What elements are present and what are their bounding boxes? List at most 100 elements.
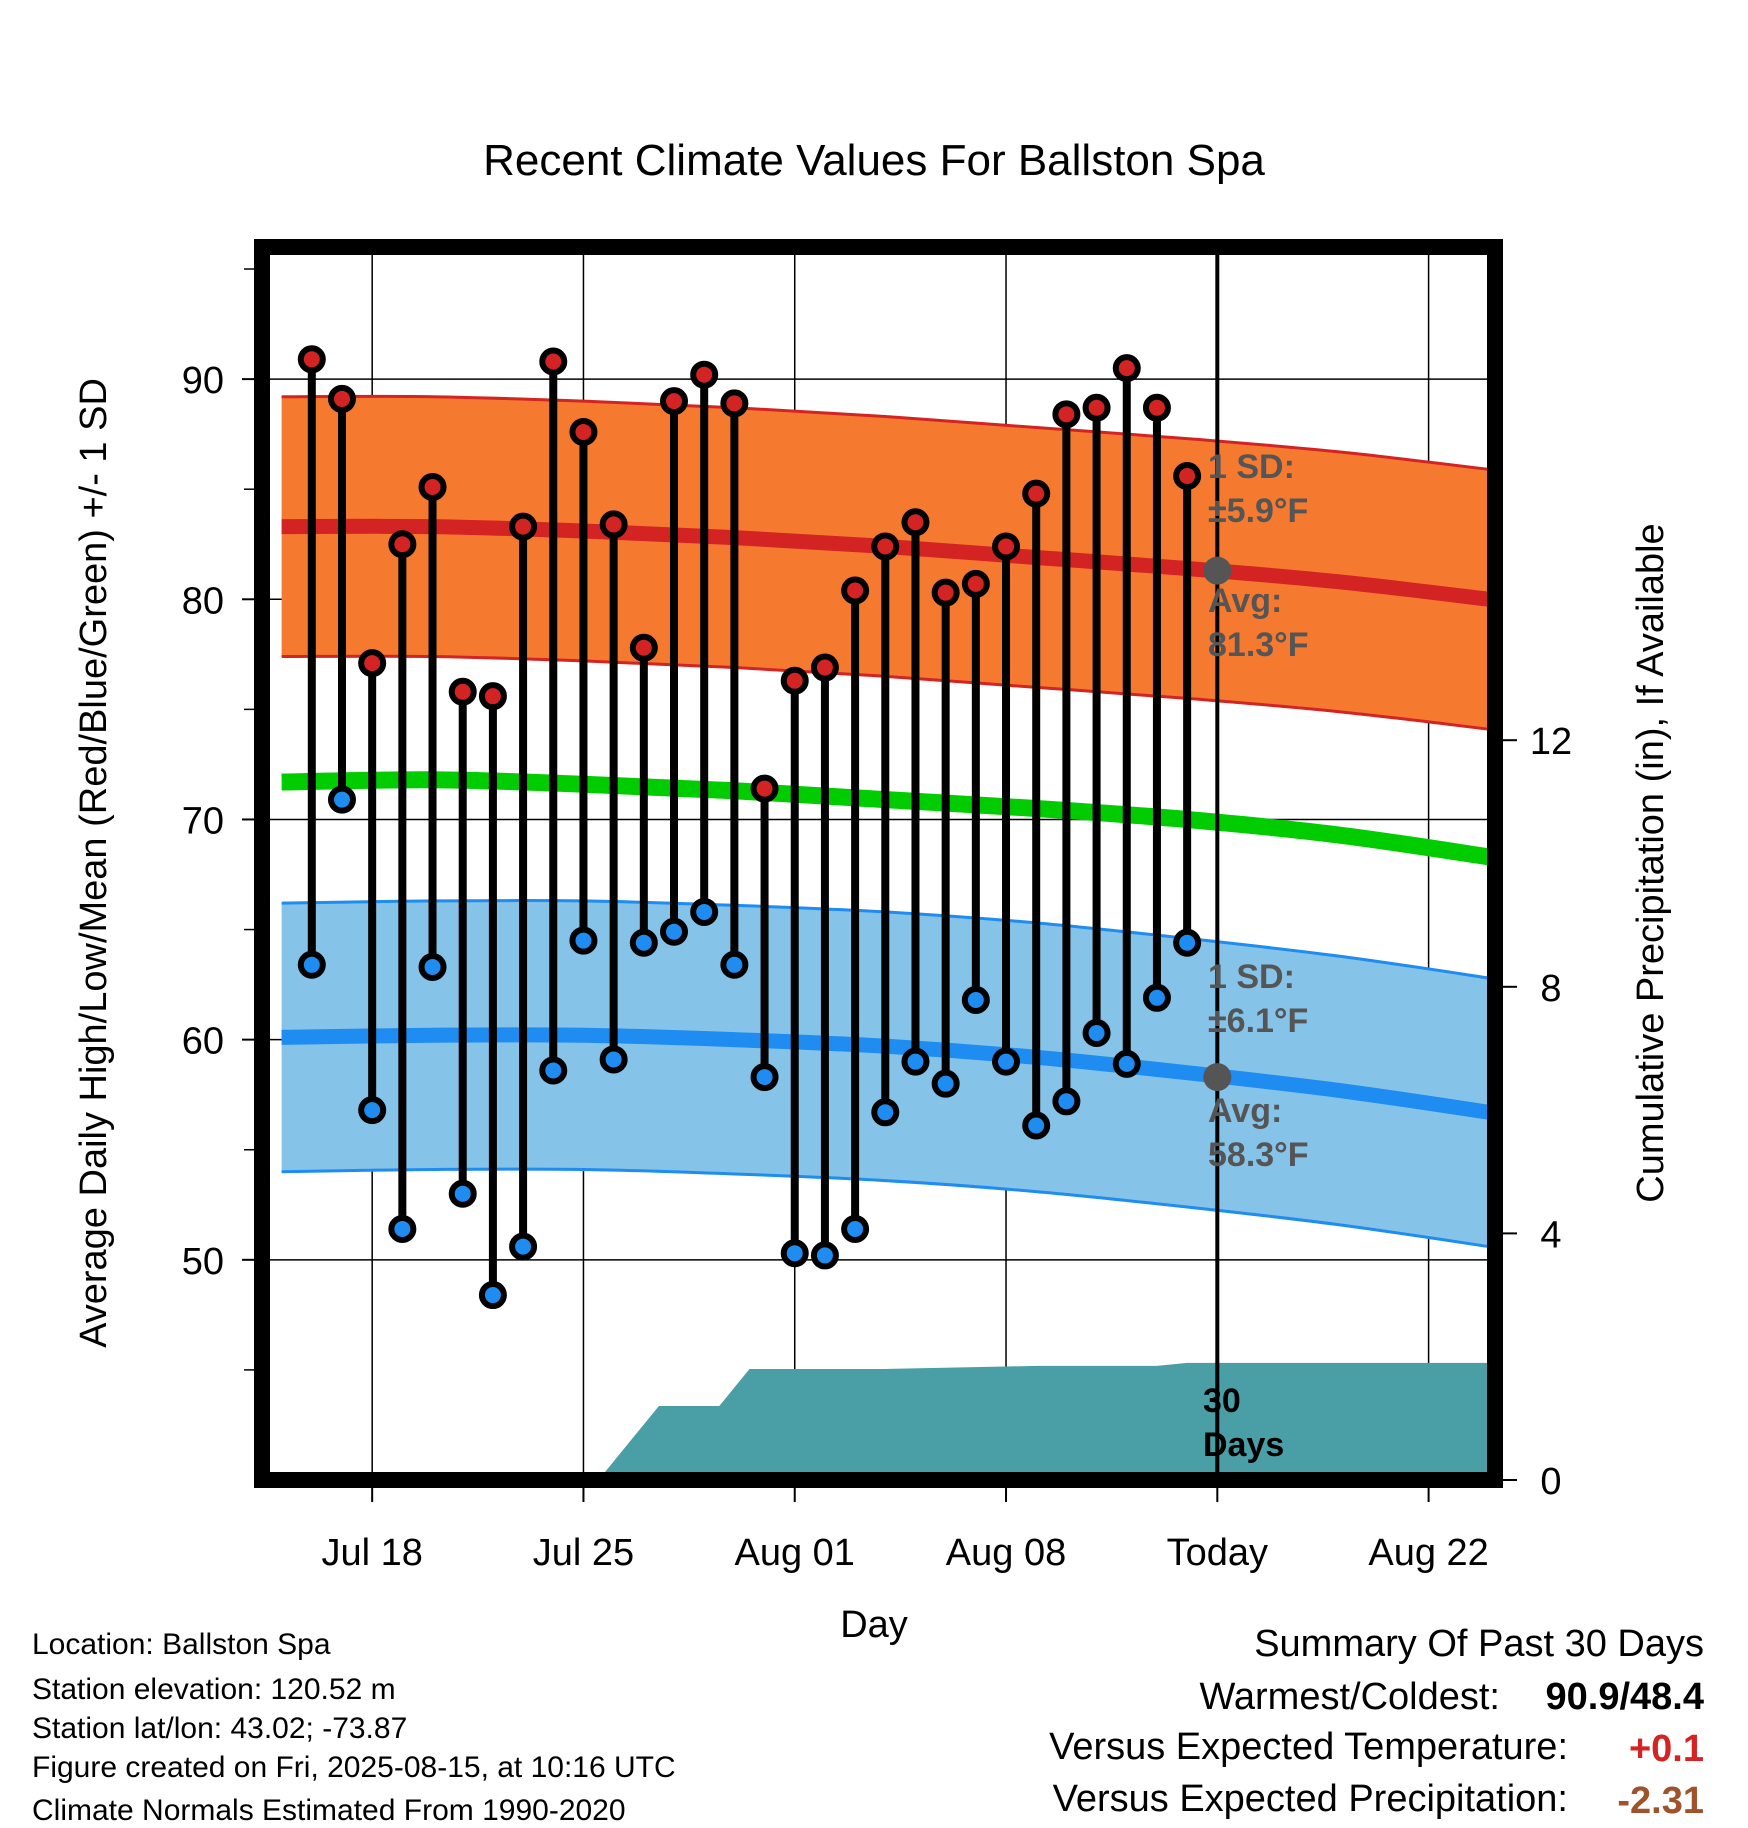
y2-axis-ticks: 0 4 8 12 xyxy=(1503,721,1572,1503)
daily-high-point xyxy=(478,682,507,711)
high-avg-label: Avg: xyxy=(1208,582,1282,620)
y2-tick-label: 12 xyxy=(1530,721,1572,763)
summary: Summary Of Past 30 Days Warmest/Coldest:… xyxy=(1049,1623,1704,1822)
x-tick-label: Jul 25 xyxy=(533,1532,634,1574)
today-low-avg-marker xyxy=(1203,1063,1232,1092)
low-avg-label: Avg: xyxy=(1208,1092,1282,1130)
daily-high-point xyxy=(720,389,749,418)
daily-low-point xyxy=(780,1239,809,1268)
x-tick-label: Aug 22 xyxy=(1368,1532,1488,1574)
daily-low-point xyxy=(690,897,719,926)
summary-warm-cold-label: Warmest/Coldest: xyxy=(1199,1676,1500,1718)
daily-low-point xyxy=(478,1281,507,1310)
daily-low-point xyxy=(448,1179,477,1208)
y2-tick-label: 0 xyxy=(1540,1461,1561,1503)
daily-low-point xyxy=(992,1047,1021,1076)
daily-high-point xyxy=(629,633,658,662)
y2-axis-label: Cumulative Precipitation (in), If Availa… xyxy=(1630,523,1672,1202)
daily-high-point xyxy=(448,677,477,706)
daily-high-point xyxy=(690,360,719,389)
summary-title: Summary Of Past 30 Days xyxy=(1254,1623,1704,1665)
daily-high-point xyxy=(388,530,417,559)
low-avg-value: 58.3°F xyxy=(1208,1136,1309,1174)
daily-low-point xyxy=(810,1241,839,1270)
daily-high-point xyxy=(1082,393,1111,422)
daily-low-point xyxy=(871,1098,900,1127)
daily-low-point xyxy=(961,986,990,1015)
y-tick-label: 80 xyxy=(182,580,224,622)
daily-low-point xyxy=(1082,1019,1111,1048)
daily-low-point xyxy=(901,1047,930,1076)
daily-high-point xyxy=(327,384,356,413)
daily-high-point xyxy=(297,345,326,374)
daily-high-point xyxy=(539,347,568,376)
daily-high-point xyxy=(931,578,960,607)
precip-days-word: Days xyxy=(1203,1426,1284,1464)
low-sd-label: 1 SD: xyxy=(1208,958,1295,996)
high-sd-value: ±5.9°F xyxy=(1208,492,1308,530)
x-tick-label: Today xyxy=(1167,1532,1268,1574)
y-tick-label: 90 xyxy=(182,360,224,402)
summary-temp-value: +0.1 xyxy=(1629,1728,1704,1770)
daily-high-point xyxy=(750,774,779,803)
daily-low-point xyxy=(539,1056,568,1085)
x-axis-ticks: Jul 18 Jul 25 Aug 01 Aug 08 Today Aug 22 xyxy=(321,1488,1489,1574)
low-sd-lower-edge xyxy=(281,1167,1490,1249)
summary-precip-label: Versus Expected Precipitation: xyxy=(1053,1778,1568,1820)
station-info: Location: Ballston Spa Station elevation… xyxy=(32,1628,676,1827)
daily-points xyxy=(297,345,1202,1310)
daily-high-point xyxy=(901,508,930,537)
daily-low-point xyxy=(629,928,658,957)
daily-low-point xyxy=(1142,983,1171,1012)
daily-low-point xyxy=(297,950,326,979)
x-tick-label: Jul 18 xyxy=(321,1532,422,1574)
daily-low-point xyxy=(327,785,356,814)
y-tick-label: 50 xyxy=(182,1241,224,1283)
precipitation-area xyxy=(598,1362,1495,1480)
daily-high-point xyxy=(871,532,900,561)
daily-low-point xyxy=(358,1096,387,1125)
daily-low-point xyxy=(1022,1111,1051,1140)
daily-low-point xyxy=(931,1069,960,1098)
daily-high-point xyxy=(1173,461,1202,490)
precip-days-number: 30 xyxy=(1203,1382,1241,1420)
daily-high-point xyxy=(1142,393,1171,422)
daily-low-point xyxy=(720,950,749,979)
daily-high-point xyxy=(569,417,598,446)
daily-low-point xyxy=(1052,1087,1081,1116)
y-axis-label: Average Daily High/Low/Mean (Red/Blue/Gr… xyxy=(73,378,115,1348)
summary-precip-value: -2.31 xyxy=(1617,1780,1704,1822)
daily-ranges xyxy=(307,359,1192,1296)
daily-high-point xyxy=(841,576,870,605)
daily-low-point xyxy=(1173,928,1202,957)
y-axis-ticks: 50 60 70 80 90 xyxy=(182,268,254,1371)
today-line xyxy=(1203,247,1232,1480)
daily-high-point xyxy=(810,653,839,682)
high-sd-label: 1 SD: xyxy=(1208,448,1295,486)
summary-warm-cold-value: 90.9/48.4 xyxy=(1546,1676,1704,1718)
daily-high-point xyxy=(1052,400,1081,429)
x-axis-label: Day xyxy=(840,1604,908,1646)
daily-low-point xyxy=(1112,1049,1141,1078)
info-elevation: Station elevation: 120.52 m xyxy=(32,1673,396,1706)
y-tick-label: 60 xyxy=(182,1021,224,1063)
daily-high-point xyxy=(418,472,447,501)
daily-high-point xyxy=(1112,354,1141,383)
x-tick-label: Aug 01 xyxy=(735,1532,855,1574)
daily-low-point xyxy=(660,917,689,946)
cumulative-precip-area xyxy=(598,1362,1495,1480)
daily-high-point xyxy=(509,512,538,541)
daily-low-point xyxy=(599,1045,628,1074)
daily-high-point xyxy=(780,666,809,695)
plot-frame xyxy=(254,239,1503,1488)
info-latlon: Station lat/lon: 43.02; -73.87 xyxy=(32,1712,407,1745)
high-avg-value: 81.3°F xyxy=(1208,626,1309,664)
daily-low-point xyxy=(509,1232,538,1261)
today-high-avg-marker xyxy=(1203,556,1232,585)
y2-tick-label: 4 xyxy=(1540,1214,1561,1256)
daily-high-point xyxy=(599,510,628,539)
annotations: 1 SD: ±5.9°F Avg: 81.3°F 1 SD: ±6.1°F Av… xyxy=(1203,448,1309,1464)
y-tick-label: 70 xyxy=(182,800,224,842)
daily-low-point xyxy=(569,926,598,955)
